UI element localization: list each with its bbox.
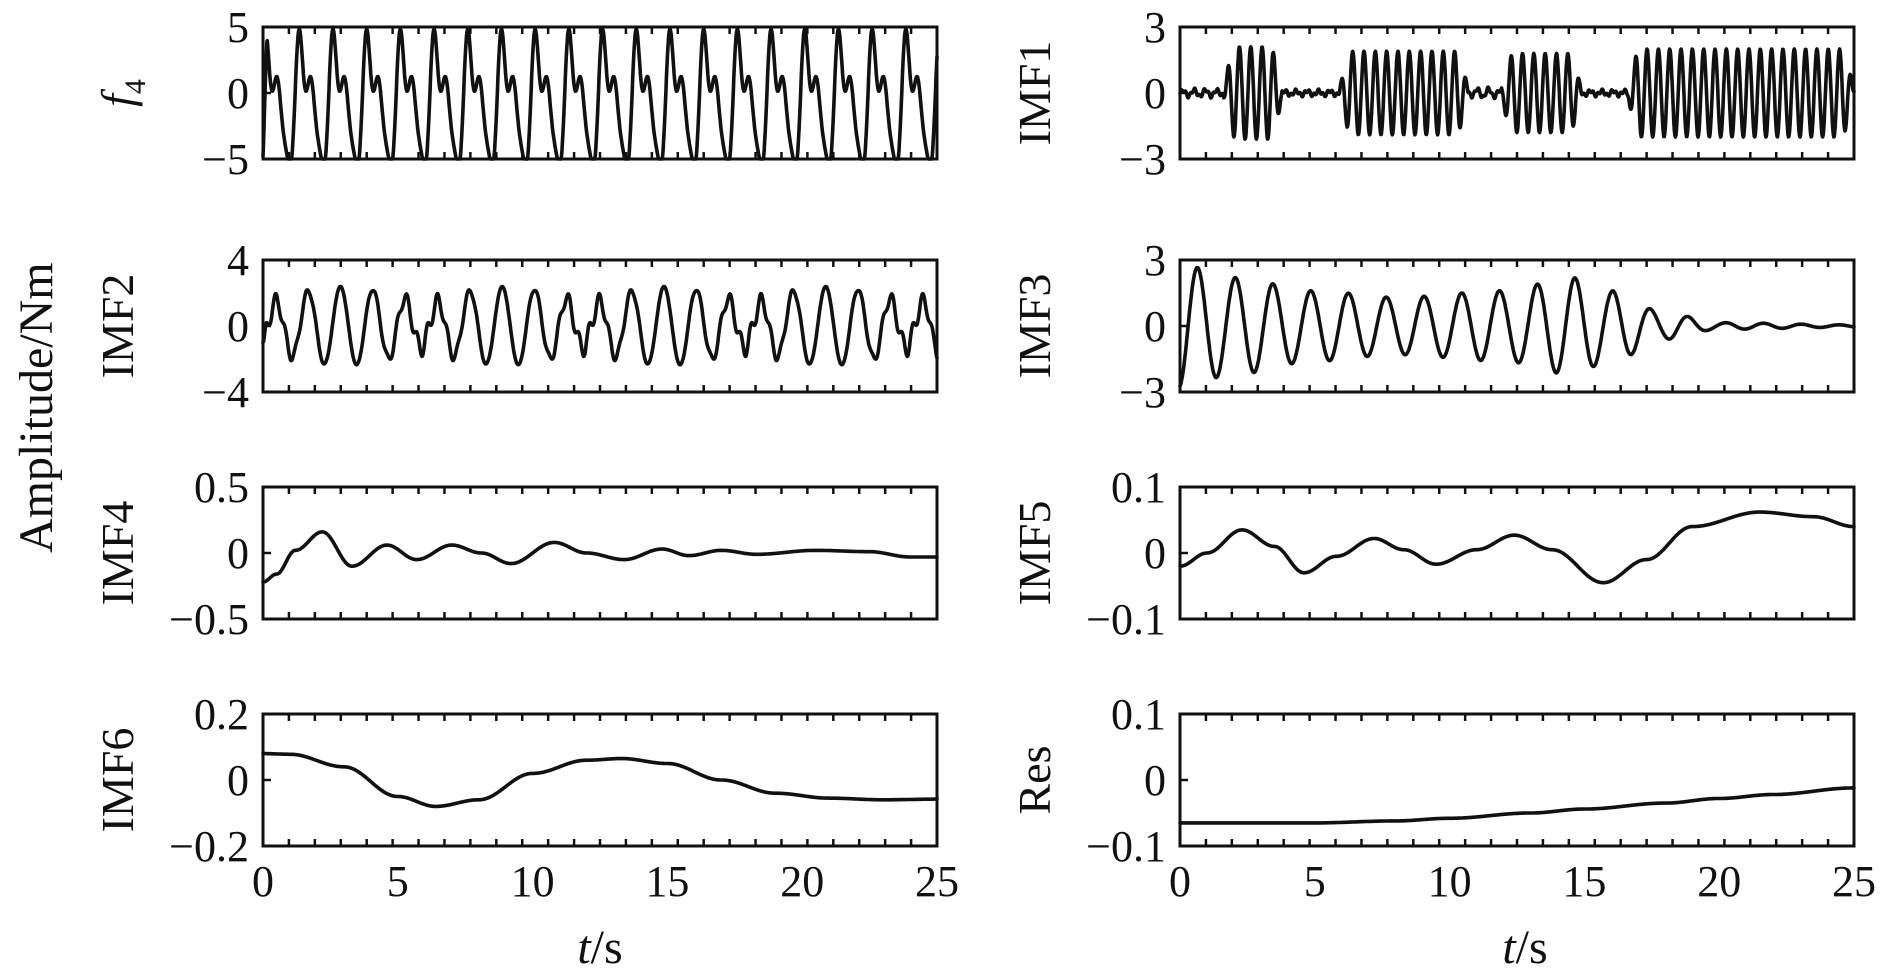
- y-tick-label: −5: [202, 135, 249, 184]
- x-tick-label: 15: [645, 857, 689, 906]
- x-tick-label: 20: [780, 857, 824, 906]
- x-tick-label: 5: [387, 857, 409, 906]
- y-tick-label: 0.2: [194, 690, 249, 739]
- series-line-imf2: [261, 284, 939, 367]
- y-tick-label: 0: [227, 756, 249, 805]
- x-label-right: t/s: [1502, 921, 1547, 973]
- series-line-imf1: [1178, 45, 1856, 141]
- series-line-imf4: [261, 530, 939, 584]
- axes-frame-imf6: [261, 712, 939, 848]
- series-line-f4: [261, 27, 939, 161]
- series-line-imf3: [1178, 265, 1856, 388]
- y-axis-label-imf5: IMF5: [1009, 501, 1060, 606]
- series-line-imf6: [261, 751, 939, 809]
- y-axis-label-res: Res: [1009, 746, 1060, 815]
- y-tick-label: 3: [1144, 3, 1166, 52]
- panel-imf4: 0.5 0 −0.5 IMF4: [92, 463, 939, 644]
- panel-f4: 5 0 −5 f4: [92, 3, 939, 184]
- x-label-left: t/s: [577, 921, 622, 973]
- y-tick-label: −0.2: [169, 822, 249, 871]
- axes-frame-imf4: [261, 485, 939, 621]
- x-tick-label: 5: [1304, 857, 1326, 906]
- x-tick-label: 10: [511, 857, 555, 906]
- y-tick-label: −0.1: [1086, 595, 1166, 644]
- axes-frame-res: [1178, 712, 1856, 848]
- y-tick-label: −0.1: [1086, 822, 1166, 871]
- y-tick-label: 0: [1144, 529, 1166, 578]
- y-tick-label: 5: [227, 3, 249, 52]
- series-line-res: [1178, 786, 1856, 825]
- y-tick-label: 0: [1144, 302, 1166, 351]
- y-tick-label: 0: [227, 69, 249, 118]
- y-tick-label: −3: [1119, 368, 1166, 417]
- panel-imf2: 4 0 −4 IMF2: [92, 236, 939, 417]
- y-tick-label: −4: [202, 368, 249, 417]
- y-tick-label: 0: [1144, 69, 1166, 118]
- y-tick-label: 0.1: [1111, 463, 1166, 512]
- x-label-left-var: t: [577, 921, 592, 973]
- y-tick-label: −3: [1119, 135, 1166, 184]
- x-tick-label: 10: [1428, 857, 1472, 906]
- y-tick-label: 3: [1144, 236, 1166, 285]
- series-line-imf5: [1178, 510, 1856, 585]
- y-axis-label-f4: f4: [92, 79, 152, 107]
- axes-frame-imf5: [1178, 485, 1856, 621]
- y-tick-label: 0.5: [194, 463, 249, 512]
- panel-imf1: 3 0 −3 IMF1: [1009, 3, 1856, 184]
- y-tick-label: 0: [227, 529, 249, 578]
- y-axis-label-imf6: IMF6: [92, 728, 143, 833]
- y-axis-label-imf1: IMF1: [1009, 41, 1060, 146]
- panel-imf5: 0.1 0 −0.1 IMF5: [1009, 463, 1856, 644]
- x-label-right-var: t: [1502, 921, 1517, 973]
- y-tick-label: 4: [227, 236, 249, 285]
- x-label-left-unit: /s: [591, 921, 623, 973]
- y-axis-label-imf2: IMF2: [92, 274, 143, 379]
- y-axis-label-imf3: IMF3: [1009, 274, 1060, 379]
- y-tick-label: 0.1: [1111, 690, 1166, 739]
- y-tick-label: 0: [1144, 756, 1166, 805]
- y-tick-label: 0: [227, 302, 249, 351]
- x-tick-label: 15: [1562, 857, 1606, 906]
- y-axis-label-sub: 4: [119, 79, 152, 94]
- y-axis-label-imf4: IMF4: [92, 501, 143, 606]
- common-y-label: Amplitude/Nm: [10, 262, 63, 553]
- x-label-right-unit: /s: [1516, 921, 1548, 973]
- x-tick-label: 20: [1697, 857, 1741, 906]
- panel-imf3: 3 0 −3 IMF3: [1009, 236, 1856, 417]
- y-tick-label: −0.5: [169, 595, 249, 644]
- x-tick-label: 25: [1832, 857, 1876, 906]
- x-tick-label: 0: [252, 857, 274, 906]
- x-tick-label: 0: [1169, 857, 1191, 906]
- x-tick-label: 25: [915, 857, 959, 906]
